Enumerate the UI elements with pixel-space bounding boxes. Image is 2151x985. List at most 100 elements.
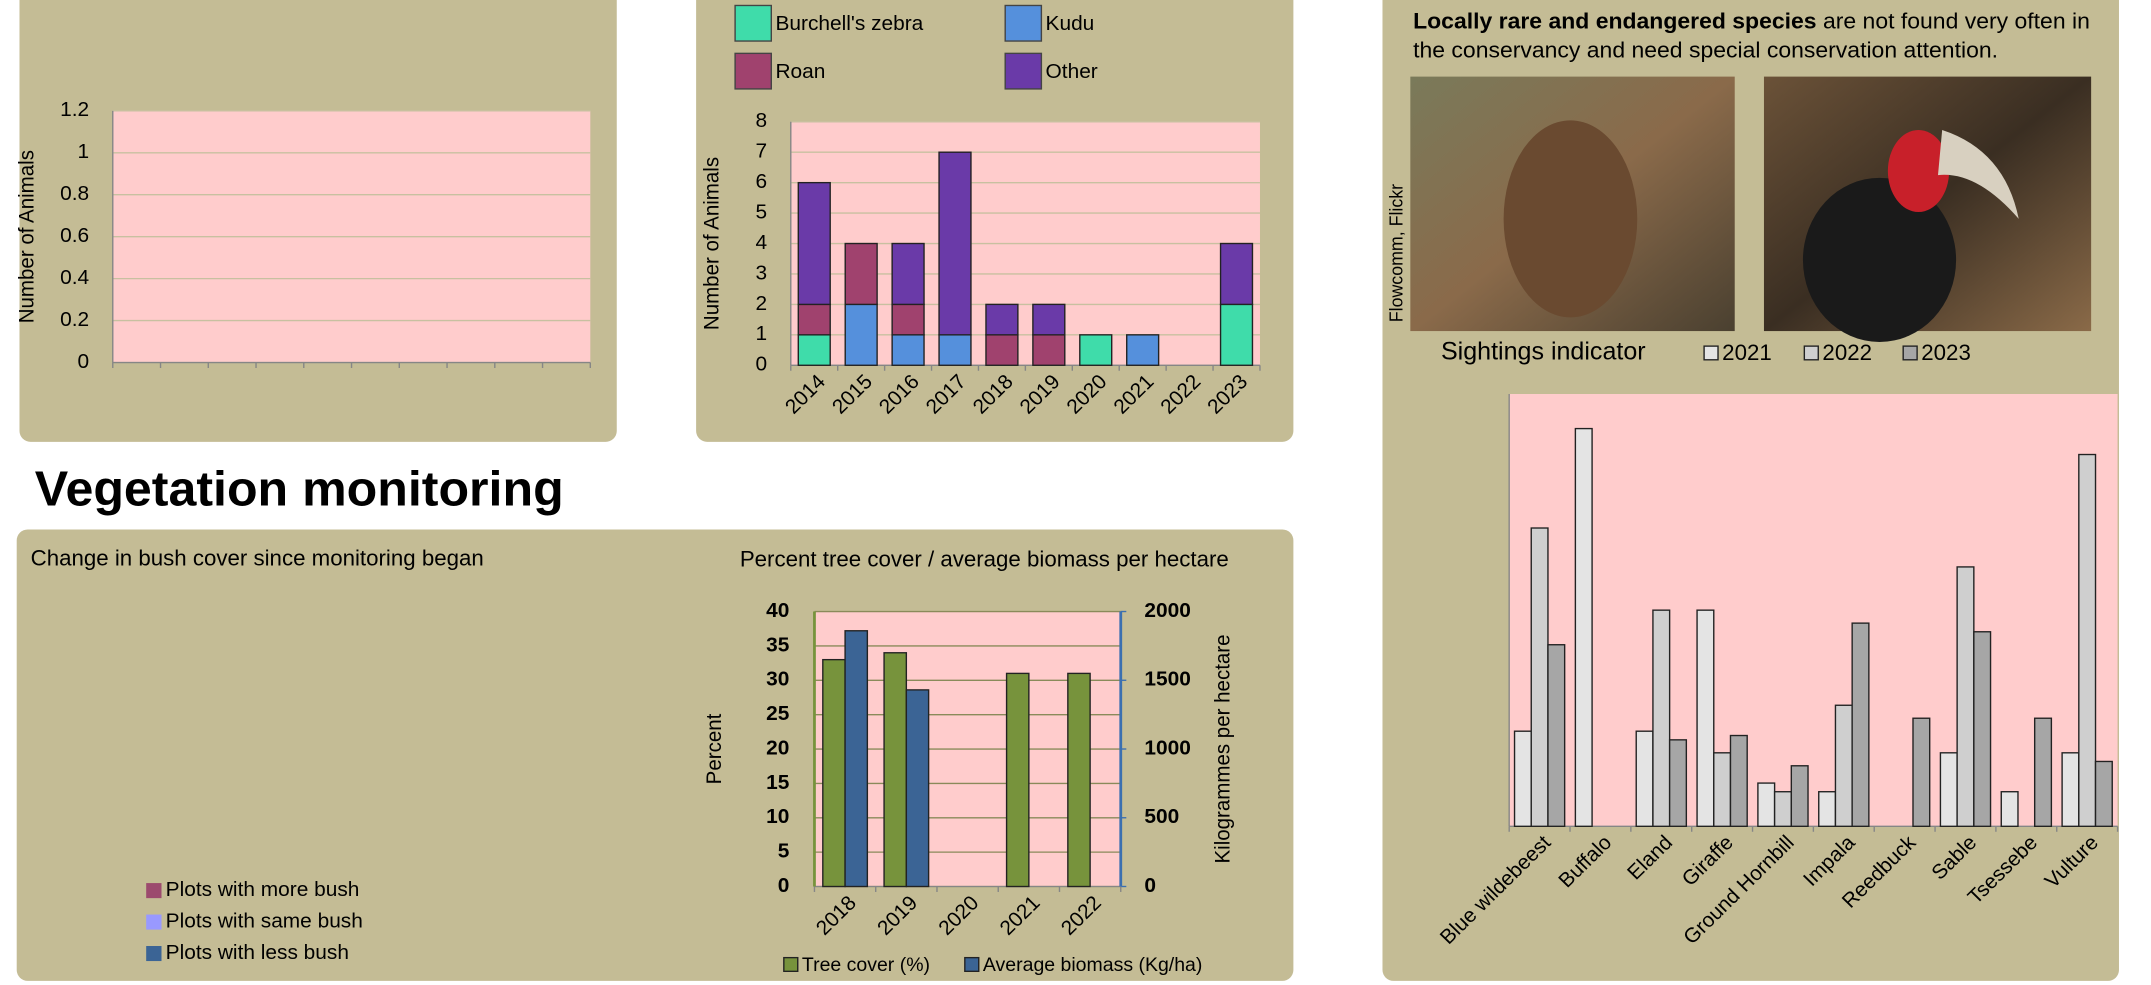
bar xyxy=(1757,782,1776,827)
y-tick-label: 5 xyxy=(756,201,768,224)
bar-segment xyxy=(797,303,831,336)
bar xyxy=(1851,622,1870,827)
bar xyxy=(2094,760,2113,827)
chart-title: Change in bush cover since monitoring be… xyxy=(31,545,484,570)
bar-segment xyxy=(1032,303,1066,336)
bar xyxy=(1067,672,1091,888)
legend-swatch xyxy=(964,956,980,973)
photo-detail xyxy=(1503,120,1638,318)
bar xyxy=(1818,791,1837,827)
bar xyxy=(844,630,869,888)
legend-swatch xyxy=(1902,345,1918,361)
y-tick-label: 0.2 xyxy=(60,308,89,331)
y-tick-label: 0.6 xyxy=(60,224,89,247)
bar xyxy=(1729,734,1748,827)
legend-swatch xyxy=(783,956,799,973)
legend-label: 2022 xyxy=(1822,340,1872,365)
bar-segment xyxy=(891,303,925,336)
bar xyxy=(883,652,908,888)
species-note: Locally rare and endangered species are … xyxy=(1413,8,2116,65)
y-tick-label: 3 xyxy=(756,262,768,285)
y-tick-label: 0 xyxy=(756,353,768,376)
y-tick-label: 15 xyxy=(766,771,789,794)
bar-segment xyxy=(844,303,878,366)
legend-swatch xyxy=(146,914,162,930)
bar xyxy=(1635,730,1654,827)
y-tick-label: 30 xyxy=(766,668,789,691)
legend-swatch xyxy=(146,946,162,962)
y-axis-label: Number of Animals xyxy=(15,150,38,323)
legend-label: Roan xyxy=(775,60,825,83)
bar xyxy=(2061,752,2080,827)
bar-segment xyxy=(797,334,831,366)
y-tick-label: 25 xyxy=(766,702,789,725)
y-tick-label: 10 xyxy=(766,805,789,828)
bar xyxy=(1696,609,1715,827)
y-tick-label: 1.2 xyxy=(60,98,89,121)
y2-tick-label: 1500 xyxy=(1144,668,1190,691)
y-tick-label: 6 xyxy=(756,170,768,193)
bar-segment xyxy=(844,242,878,306)
section-heading: Vegetation monitoring xyxy=(35,461,564,517)
legend-label: 2023 xyxy=(1921,340,1971,365)
legend-label: Tree cover (%) xyxy=(802,955,930,976)
y-tick-label: 7 xyxy=(756,140,768,163)
bar xyxy=(1973,631,1992,827)
photo-credit: Flowcomm, Flickr xyxy=(1386,184,1406,322)
legend-label: Kudu xyxy=(1046,12,1095,35)
y-tick-label: 35 xyxy=(766,633,789,656)
photo-detail xyxy=(1887,129,1950,213)
legend-swatch xyxy=(1703,345,1719,361)
photo-detail xyxy=(1937,129,2019,219)
y-tick-label: 8 xyxy=(756,109,768,132)
bar xyxy=(1790,765,1809,827)
y2-tick-label: 500 xyxy=(1144,805,1179,828)
bar xyxy=(1652,609,1671,827)
y-tick-label: 40 xyxy=(766,599,789,622)
photo-detail xyxy=(1802,177,1957,343)
y2-tick-label: 2000 xyxy=(1144,599,1190,622)
bar-segment xyxy=(1032,334,1066,366)
y2-tick-label: 0 xyxy=(1144,874,1156,897)
bar xyxy=(1956,566,1975,827)
bar xyxy=(1834,704,1853,827)
legend-swatch xyxy=(734,52,772,90)
legend-label: Plots with less bush xyxy=(166,941,349,964)
y-axis-label: Percent xyxy=(703,713,726,784)
bar xyxy=(822,658,846,888)
y-tick-label: 0.8 xyxy=(60,182,89,205)
bar xyxy=(1530,527,1549,827)
bar xyxy=(2000,791,2019,827)
bar xyxy=(1773,791,1793,827)
legend-swatch xyxy=(734,4,772,42)
bar xyxy=(1668,739,1688,827)
bar xyxy=(1713,752,1732,827)
bar-segment xyxy=(938,151,972,336)
legend-label: Average biomass (Kg/ha) xyxy=(983,955,1202,976)
plot-area xyxy=(1509,394,2118,827)
legend-swatch xyxy=(146,883,162,899)
chart-title: Percent tree cover / average biomass per… xyxy=(740,547,1229,572)
species-note-bold: Locally rare and endangered species xyxy=(1413,9,1817,35)
bar-segment xyxy=(1219,303,1254,366)
legend-label: Burchell's zebra xyxy=(775,12,923,35)
y-axis-label: Number of Animals xyxy=(700,157,723,330)
bar-segment xyxy=(891,334,925,366)
y-tick-label: 0 xyxy=(77,350,89,373)
y-tick-label: 20 xyxy=(766,737,789,760)
bar xyxy=(1513,730,1532,827)
bar-segment xyxy=(1126,334,1160,366)
legend-label: Plots with same bush xyxy=(166,910,363,933)
y-tick-label: 2 xyxy=(756,292,768,315)
legend-swatch xyxy=(1803,345,1819,361)
bar xyxy=(905,689,930,888)
y2-tick-label: 1000 xyxy=(1144,737,1190,760)
bar-segment xyxy=(985,334,1019,366)
species-note-text: Locally rare and endangered species are … xyxy=(1413,8,2116,65)
bar xyxy=(2033,717,2053,827)
legend-label: Other xyxy=(1046,60,1098,83)
y-tick-label: 5 xyxy=(778,840,790,863)
legend-label: Plots with more bush xyxy=(166,878,360,901)
